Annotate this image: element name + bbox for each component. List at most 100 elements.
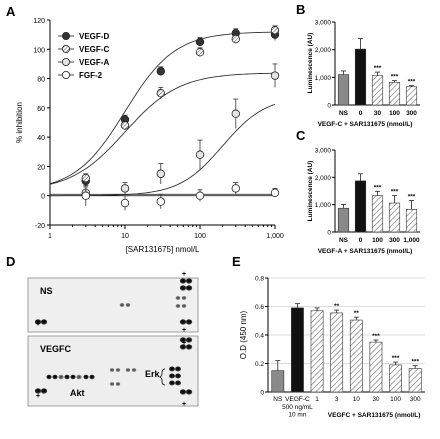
blot-spot bbox=[179, 337, 187, 343]
e-y-axis-label: O.D (450 nm) bbox=[239, 310, 248, 359]
panel-label-b: B bbox=[296, 2, 305, 17]
a-y-axis-label: % inhibition bbox=[15, 102, 24, 143]
blot-spot bbox=[179, 389, 187, 395]
c-y-tick-label: 1,000 bbox=[315, 202, 332, 209]
blot-erk-label: Erk bbox=[145, 369, 161, 379]
blot-spots: + + + + + + bbox=[34, 271, 193, 408]
panel-label-e: E bbox=[232, 254, 241, 269]
c-significance: *** bbox=[374, 184, 382, 191]
a-point-vegf-d bbox=[156, 67, 165, 76]
a-point-vegf-c bbox=[231, 34, 240, 44]
blot-vegfc-label: VEGFC bbox=[40, 344, 72, 354]
c-bar bbox=[337, 207, 350, 233]
blot-spot bbox=[109, 382, 115, 386]
blot-spot bbox=[169, 380, 175, 386]
blot-spot bbox=[109, 368, 115, 372]
blot-spot bbox=[175, 304, 181, 308]
c-y-tick-label: 3,000 bbox=[315, 148, 332, 155]
c-x-axis-label: VEGF-A + SAR131675 (nmol/L) bbox=[318, 248, 413, 255]
blot-spot bbox=[185, 389, 193, 395]
blot-spot bbox=[52, 374, 58, 380]
b-category-label: 100 bbox=[389, 110, 400, 117]
e-y-tick-label: 0.8 bbox=[255, 276, 264, 283]
blot-spot bbox=[125, 303, 131, 307]
a-legend-label: FGF-2 bbox=[79, 71, 103, 80]
a-point-fgf-2 bbox=[120, 198, 130, 208]
a-x-tick-label: 1,000 bbox=[266, 233, 284, 240]
e-category-label: 30 bbox=[372, 396, 380, 403]
a-point-fgf-2 bbox=[195, 191, 205, 200]
a-point-vegf-c bbox=[156, 89, 165, 98]
a-point-fgf-2 bbox=[270, 188, 280, 197]
a-y-tick-label: 80 bbox=[37, 77, 45, 84]
a-point-vegf-a bbox=[270, 71, 280, 80]
a-point-vegf-c bbox=[270, 26, 280, 35]
a-legend-label: VEGF-C bbox=[79, 45, 109, 54]
blot-spot bbox=[185, 285, 193, 291]
b-x-axis-label: VEGF-C + SAR131675 (nmol/L) bbox=[318, 121, 413, 128]
b-category-label: 0 bbox=[359, 110, 363, 117]
b-category-label: NS bbox=[339, 110, 349, 117]
blot-spot bbox=[181, 296, 187, 300]
c-significance: *** bbox=[391, 189, 399, 196]
blot-spot bbox=[181, 304, 187, 308]
blot-ns-label: NS bbox=[40, 286, 53, 296]
a-point-vegf-a bbox=[156, 169, 165, 178]
blot-spot bbox=[46, 374, 52, 380]
a-point-vegf-c bbox=[195, 48, 205, 57]
a-x-axis-label: [SAR131675] nmol/L bbox=[126, 245, 200, 254]
c-bar bbox=[371, 195, 384, 233]
b-significance: *** bbox=[374, 65, 382, 72]
a-x-tick-label: 10 bbox=[121, 233, 129, 240]
b-y-tick-label: 0 bbox=[327, 103, 331, 110]
a-legend-label: VEGF-A bbox=[79, 58, 109, 67]
e-vegfc-note: 10 mn bbox=[288, 412, 306, 419]
a-y-tick-label: 120 bbox=[33, 18, 45, 25]
c-bar bbox=[388, 202, 401, 233]
a-y-tick-label: 0 bbox=[41, 194, 45, 201]
b-category-label: 30 bbox=[374, 110, 382, 117]
a-point-fgf-2 bbox=[156, 197, 165, 206]
blot-plus-marker: + bbox=[36, 321, 40, 328]
e-category-label: 3 bbox=[335, 396, 339, 403]
blot-spot bbox=[34, 319, 42, 325]
e-category-label: VEGF-C bbox=[285, 396, 310, 403]
blot-plus-marker: + bbox=[182, 327, 186, 334]
panel-label-a: A bbox=[6, 4, 16, 19]
b-bar bbox=[354, 48, 367, 106]
a-y-tick-label: -20 bbox=[35, 223, 45, 230]
erk-bracket bbox=[158, 368, 166, 386]
panel-label-c: C bbox=[296, 128, 306, 143]
e-significance: ** bbox=[334, 303, 340, 310]
blot-spot bbox=[40, 319, 48, 325]
b-y-tick-label: 1,000 bbox=[315, 75, 332, 82]
a-point-vegf-c bbox=[120, 121, 130, 130]
blot-spot bbox=[175, 366, 181, 372]
e-significance: ** bbox=[354, 310, 360, 317]
e-y-tick-label: 0.6 bbox=[255, 304, 264, 311]
c-category-label: 100 bbox=[372, 237, 383, 244]
a-x-tick-label: 1 bbox=[48, 233, 52, 240]
chart-e: 00.20.40.60.8*************NS VEGF-C 1 3 10 30… bbox=[239, 276, 425, 419]
c-bar bbox=[354, 180, 367, 233]
e-vegfc-note: 500 ng/mL bbox=[282, 404, 313, 411]
e-y-tick-label: 0.4 bbox=[255, 333, 264, 340]
blot-spot bbox=[83, 374, 89, 380]
blot-spot bbox=[70, 374, 76, 380]
blot-spot bbox=[89, 374, 95, 380]
a-fit-curve bbox=[49, 31, 276, 185]
blot-spot bbox=[169, 366, 175, 372]
e-bar bbox=[369, 341, 383, 393]
blot-spot bbox=[179, 278, 187, 284]
a-point-fgf-2 bbox=[231, 184, 240, 193]
a-y-tick-label: 20 bbox=[37, 164, 45, 171]
c-category-label: 1,000 bbox=[403, 237, 420, 244]
chart-b: 0 1,000 2,000 3,000 *** *** *** NS 0 30 100 300 VEGF… bbox=[307, 20, 420, 128]
e-bar bbox=[271, 370, 285, 393]
blot-plus-marker: + bbox=[182, 271, 186, 278]
blot-d: NS VEGFC Akt Erk + + + + + + bbox=[27, 271, 199, 408]
e-category-label: 300 bbox=[410, 396, 421, 403]
blot-spot bbox=[185, 278, 193, 284]
